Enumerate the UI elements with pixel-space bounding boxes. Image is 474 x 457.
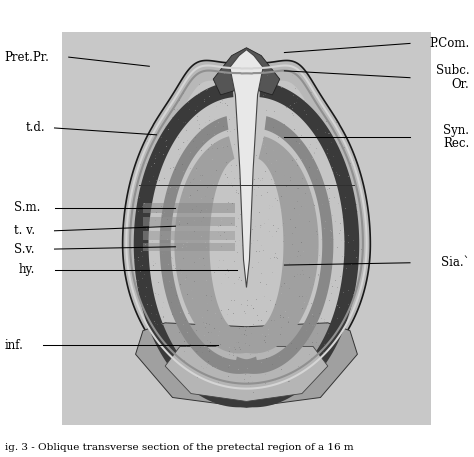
Polygon shape xyxy=(230,50,263,287)
Text: Subc.: Subc. xyxy=(436,64,469,77)
Polygon shape xyxy=(136,323,357,407)
Polygon shape xyxy=(123,60,370,393)
Text: Sia.`: Sia.` xyxy=(441,256,469,269)
Polygon shape xyxy=(215,81,359,407)
Text: ig. 3 - Oblique transverse section of the pretectal region of a 16 m: ig. 3 - Oblique transverse section of th… xyxy=(5,443,353,452)
Text: S.m.: S.m. xyxy=(14,202,41,214)
Polygon shape xyxy=(137,80,356,374)
Polygon shape xyxy=(143,231,236,240)
Text: t. v.: t. v. xyxy=(14,224,36,237)
Text: S.v.: S.v. xyxy=(14,243,35,255)
Text: hy.: hy. xyxy=(19,263,36,276)
Polygon shape xyxy=(143,217,236,226)
Text: Syn.: Syn. xyxy=(443,124,469,137)
Polygon shape xyxy=(62,32,431,425)
Text: Rec.: Rec. xyxy=(443,138,469,150)
Text: Pret.Pr.: Pret.Pr. xyxy=(5,51,50,64)
Polygon shape xyxy=(143,203,236,213)
Polygon shape xyxy=(165,346,328,401)
Text: P.Com.: P.Com. xyxy=(429,37,469,50)
Polygon shape xyxy=(213,48,280,95)
Text: t.d.: t.d. xyxy=(26,122,46,134)
Text: inf.: inf. xyxy=(5,339,24,351)
Polygon shape xyxy=(143,243,236,251)
Polygon shape xyxy=(234,136,319,353)
Text: Or.: Or. xyxy=(452,78,469,91)
Polygon shape xyxy=(174,136,259,353)
Polygon shape xyxy=(234,116,333,374)
Polygon shape xyxy=(134,81,278,407)
Polygon shape xyxy=(160,116,259,374)
